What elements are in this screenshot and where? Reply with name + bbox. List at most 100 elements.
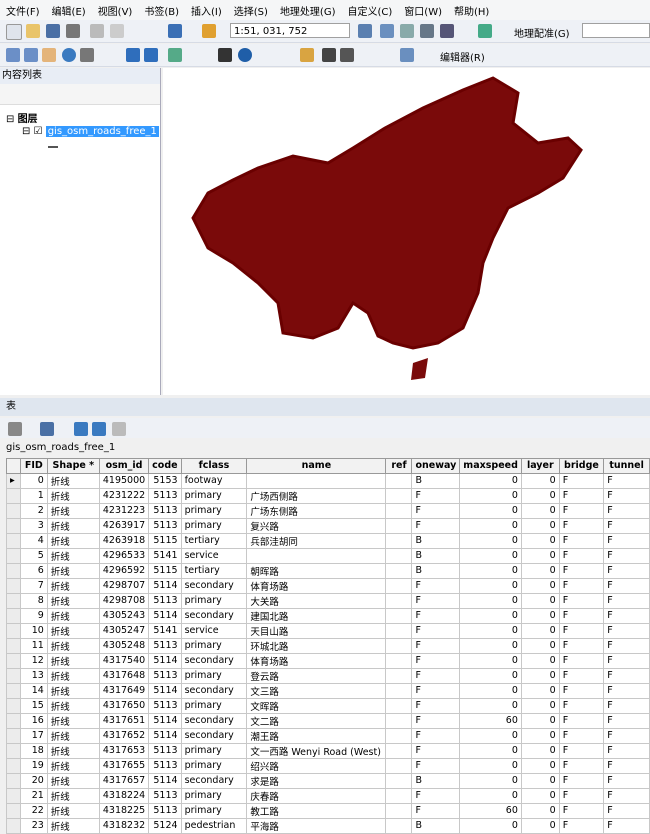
column-header[interactable]: osm_id	[98, 458, 150, 474]
column-header[interactable]: ref	[385, 458, 413, 474]
table-row[interactable]: 15 折线 4317650 5113 primary 文晖路 F 0 0 F F	[6, 697, 650, 714]
menu-item[interactable]: 视图(V)	[97, 6, 133, 18]
table-cell: F	[558, 592, 605, 609]
table-row[interactable]: 17 折线 4317652 5114 secondary 潮王路 F 0 0 F F	[6, 727, 650, 744]
row-selector[interactable]	[6, 712, 21, 729]
row-selector[interactable]	[6, 607, 21, 624]
row-selector[interactable]	[6, 667, 21, 684]
table-row[interactable]: ▸ 0 折线 4195000 5153 footway B 0 0 F F	[6, 472, 650, 489]
table-cell: F	[558, 802, 605, 819]
hainan-roads	[411, 358, 428, 380]
row-selector[interactable]	[6, 652, 21, 669]
row-selector[interactable]	[6, 637, 21, 654]
menu-item[interactable]: 编辑(E)	[51, 6, 86, 18]
toc-layer[interactable]: ⊟ ☑ gis_osm_roads_free_1	[22, 126, 159, 137]
toc-group[interactable]: ⊟ 图层	[6, 114, 38, 125]
row-selector[interactable]	[6, 547, 21, 564]
menu-bar: 文件(F) 编辑(E) 视图(V) 书签(B) 插入(I) 选择(S) 地理处理(G) 自定义…	[0, 0, 650, 20]
row-selector[interactable]	[6, 577, 21, 594]
menu-item[interactable]: 窗口(W)	[404, 6, 442, 18]
row-selector[interactable]	[6, 592, 21, 609]
table-row[interactable]: 19 折线 4317655 5113 primary 绍兴路 F 0 0 F F	[6, 757, 650, 774]
row-selector[interactable]	[6, 817, 21, 834]
table-cell: F	[558, 577, 605, 594]
table-row[interactable]: 13 折线 4317648 5113 primary 登云路 F 0 0 F F	[6, 667, 650, 684]
table-cell: 0	[459, 817, 522, 834]
row-selector[interactable]	[6, 622, 21, 639]
menu-item[interactable]: 选择(S)	[233, 6, 268, 18]
table-row[interactable]: 20 折线 4317657 5114 secondary 求是路 B 0 0 F F	[6, 772, 650, 789]
table-row[interactable]: 21 折线 4318224 5113 primary 庆春路 F 0 0 F F	[6, 787, 650, 804]
georef-combo[interactable]	[582, 23, 650, 38]
table-row[interactable]: 18 折线 4317653 5113 primary 文一西路 Wenyi Road (W…	[6, 742, 650, 759]
table-tab[interactable]: gis_osm_roads_free_1	[6, 442, 116, 453]
column-header[interactable]: name	[246, 458, 387, 474]
map-view[interactable]	[163, 68, 650, 395]
menu-item[interactable]: 自定义(C)	[347, 6, 393, 18]
table-cell: F	[411, 727, 461, 744]
table-cell: tertiary	[180, 532, 248, 549]
table-cell: F	[603, 787, 650, 804]
table-row[interactable]: 14 折线 4317649 5114 secondary 文三路 F 0 0 F F	[6, 682, 650, 699]
table-row[interactable]: 23 折线 4318232 5124 pedestrian 平海路 B 0 0 F F	[6, 817, 650, 834]
row-selector[interactable]	[6, 727, 21, 744]
menu-item[interactable]: 地理处理(G)	[279, 6, 336, 18]
row-selector[interactable]	[6, 532, 21, 549]
table-row[interactable]: 11 折线 4305248 5113 primary 环城北路 F 0 0 F F	[6, 637, 650, 654]
row-selector[interactable]	[6, 682, 21, 699]
table-row[interactable]: 4 折线 4263918 5115 tertiary 兵部洼胡同 B 0 0 F F	[6, 532, 650, 549]
row-selector[interactable]	[6, 562, 21, 579]
scale-box[interactable]: 1:51, 031, 752	[230, 23, 350, 38]
table-cell: B	[411, 532, 461, 549]
row-selector[interactable]	[6, 772, 21, 789]
column-header[interactable]: bridge	[558, 458, 605, 474]
table-cell: 12	[19, 652, 48, 669]
table-row[interactable]: 16 折线 4317651 5114 secondary 文二路 F 60 0 F F	[6, 712, 650, 729]
menu-item[interactable]: 插入(I)	[191, 6, 222, 18]
row-selector[interactable]	[6, 757, 21, 774]
row-selector[interactable]	[6, 697, 21, 714]
row-selector[interactable]	[6, 787, 21, 804]
table-row[interactable]: 9 折线 4305243 5114 secondary 建国北路 F 0 0 F F	[6, 607, 650, 624]
row-selector[interactable]	[6, 742, 21, 759]
column-header[interactable]: Shape *	[46, 458, 100, 474]
row-selector[interactable]: ▸	[6, 472, 21, 489]
row-selector[interactable]	[6, 802, 21, 819]
table-row[interactable]: 5 折线 4296533 5141 service B 0 0 F F	[6, 547, 650, 564]
column-header[interactable]: code	[148, 458, 182, 474]
table-row[interactable]: 10 折线 4305247 5141 service 天目山路 F 0 0 F F	[6, 622, 650, 639]
table-cell: 0	[520, 802, 560, 819]
row-selector[interactable]	[6, 502, 21, 519]
georef-menu[interactable]: 地理配准(G)	[514, 29, 570, 40]
editor-menu[interactable]: 编辑器(R)	[440, 53, 485, 64]
column-header[interactable]: maxspeed	[459, 458, 522, 474]
column-header[interactable]: oneway	[411, 458, 461, 474]
row-selector[interactable]	[6, 517, 21, 534]
table-cell: 折线	[46, 562, 100, 579]
table-cell: primary	[180, 757, 248, 774]
table-cell: 4305247	[98, 622, 150, 639]
table-cell: primary	[180, 637, 248, 654]
column-header[interactable]: fclass	[180, 458, 248, 474]
column-header[interactable]: FID	[19, 458, 48, 474]
table-row[interactable]: 8 折线 4298708 5113 primary 大关路 F 0 0 F F	[6, 592, 650, 609]
menu-item[interactable]: 文件(F)	[6, 6, 40, 18]
table-row[interactable]: 7 折线 4298707 5114 secondary 体育场路 F 0 0 F F	[6, 577, 650, 594]
table-cell: F	[411, 592, 461, 609]
column-header[interactable]: layer	[520, 458, 560, 474]
table-cell: 5113	[148, 787, 182, 804]
table-cell: 15	[19, 697, 48, 714]
table-cell: F	[558, 667, 605, 684]
table-row[interactable]: 6 折线 4296592 5115 tertiary 朝晖路 B 0 0 F F	[6, 562, 650, 579]
row-selector[interactable]	[6, 487, 21, 504]
menu-item[interactable]: 帮助(H)	[454, 6, 490, 18]
table-row[interactable]: 2 折线 4231223 5113 primary 广场东侧路 F 0 0 F F	[6, 502, 650, 519]
table-row[interactable]: 22 折线 4318225 5113 primary 教工路 F 60 0 F F	[6, 802, 650, 819]
table-row[interactable]: 1 折线 4231222 5113 primary 广场西侧路 F 0 0 F F	[6, 487, 650, 504]
table-row[interactable]: 12 折线 4317540 5114 secondary 体育场路 F 0 0 F F	[6, 652, 650, 669]
table-cell: 4318232	[98, 817, 150, 834]
table-row[interactable]: 3 折线 4263917 5113 primary 复兴路 F 0 0 F F	[6, 517, 650, 534]
menu-item[interactable]: 书签(B)	[144, 6, 180, 18]
table-cell: primary	[180, 517, 248, 534]
column-header[interactable]: tunnel	[603, 458, 650, 474]
